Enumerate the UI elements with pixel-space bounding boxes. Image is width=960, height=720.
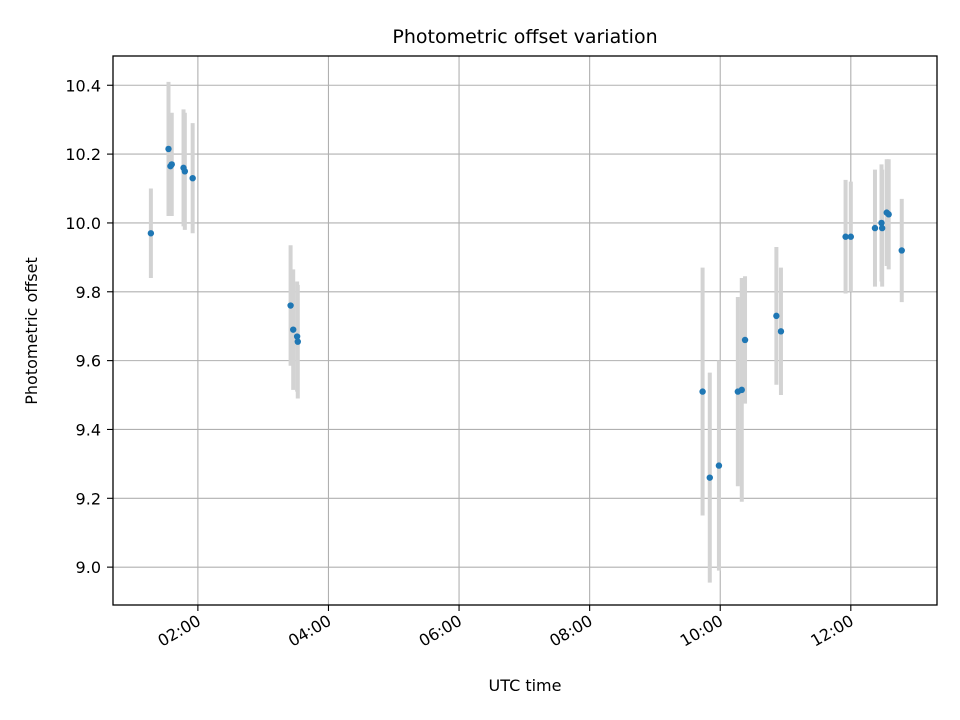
data-point [165,145,172,153]
data-point [741,336,749,344]
data-point [898,247,905,254]
data-point [290,326,297,333]
y-tick-label: 9.2 [76,489,101,508]
data-point [168,161,175,168]
error-bars [148,81,904,583]
y-tick-label: 9.8 [76,283,101,302]
data-point [773,312,780,320]
data-point [885,211,892,218]
x-tick-label: 12:00 [807,611,856,651]
data-point [699,388,706,395]
data-point [294,338,301,345]
data-point [847,233,855,240]
data-point [293,333,301,340]
grid [113,56,937,605]
x-tick-label: 08:00 [546,611,595,651]
x-tick-label: 06:00 [416,611,465,651]
data-point [878,219,885,227]
y-tick-label: 9.0 [76,558,101,577]
x-tick-label: 10:00 [677,611,726,651]
data-point [147,230,155,237]
data-point [181,168,189,175]
data-point [871,224,879,232]
x-tick-label: 04:00 [285,611,334,651]
data-point [189,174,196,182]
x-axis-label: UTC time [489,676,562,695]
data-point [706,474,713,481]
data-point [738,386,745,394]
data-point [777,328,785,335]
x-tick-label: 02:00 [154,611,203,651]
data-point [878,224,886,232]
y-tick-label: 10.0 [65,214,101,233]
y-tick-label: 9.4 [76,420,101,439]
y-axis-label: Photometric offset [22,257,41,405]
data-point [715,462,723,469]
data-points [147,145,905,481]
plot-frame [112,55,938,606]
chart-title: Photometric offset variation [392,26,657,48]
y-tick-label: 10.4 [65,76,101,95]
y-tick-label: 10.2 [65,145,101,164]
data-point [842,233,849,240]
y-tick-label: 9.6 [76,352,101,371]
data-point [287,302,294,309]
